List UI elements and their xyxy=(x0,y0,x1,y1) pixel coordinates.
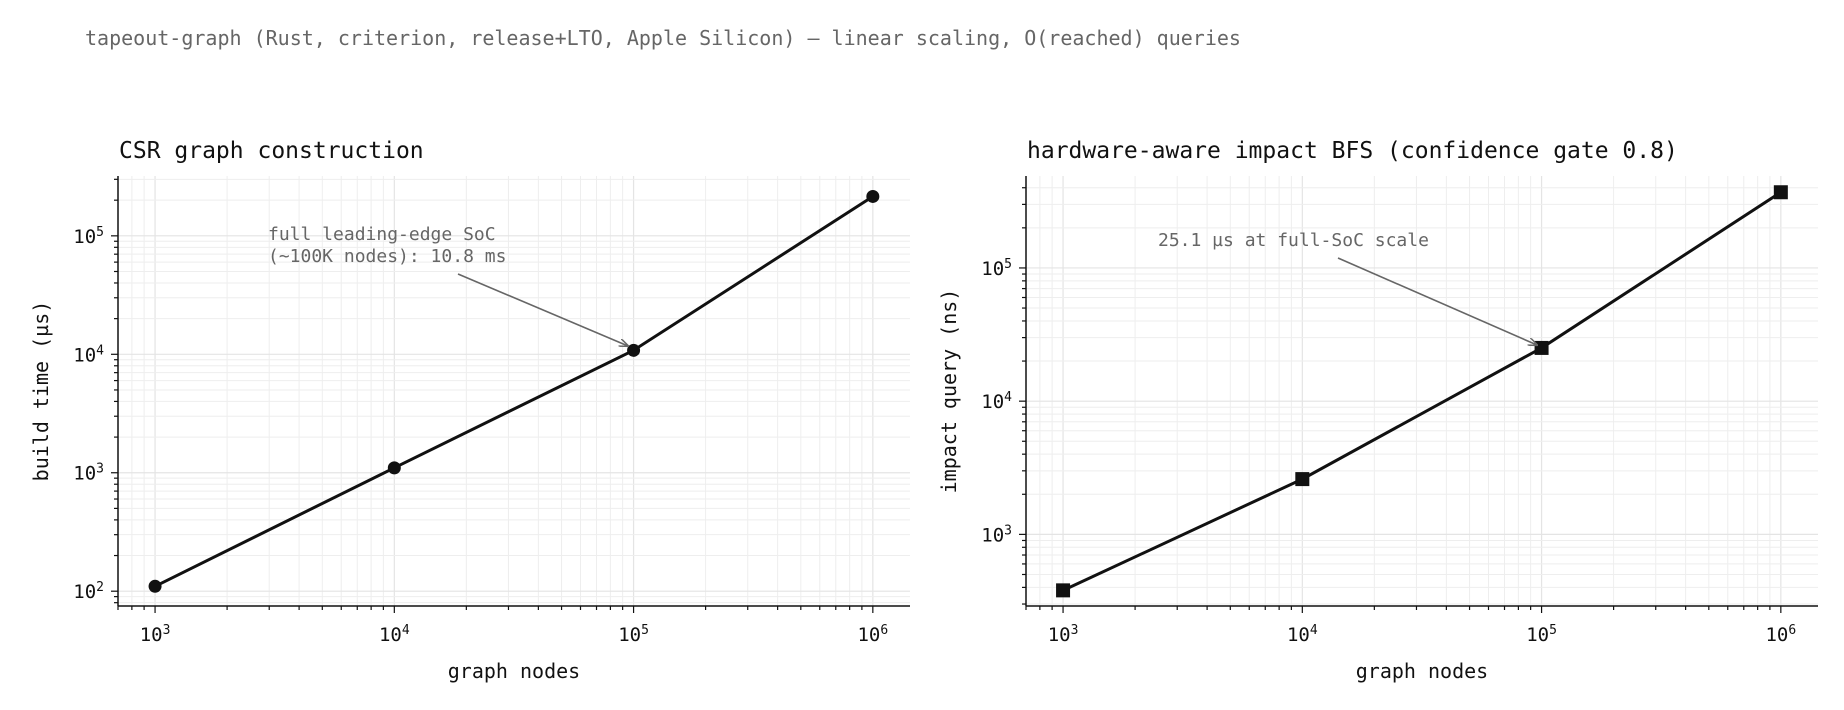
chart-panel-impact-query: 103 104 105 106 103 104 105 hardware-aware impa… xyxy=(937,138,1818,683)
chart-panel-build-time: 103 104 105 106 102 103 104 105 CSR graph constr… xyxy=(29,138,910,683)
y-axis-label: build time (µs) xyxy=(29,301,53,482)
data-point xyxy=(387,461,401,475)
y-tick-label: 103 xyxy=(73,461,104,485)
y-tick-label: 104 xyxy=(73,343,104,367)
figure-title: tapeout-graph (Rust, criterion, release+… xyxy=(85,26,1241,50)
data-point xyxy=(1295,472,1310,487)
y-tick-label: 103 xyxy=(981,523,1012,547)
y-axis-label: impact query (ns) xyxy=(937,289,961,494)
x-tick-label: 104 xyxy=(379,623,410,647)
grid xyxy=(1025,176,1818,606)
y-tick-label: 105 xyxy=(981,256,1012,280)
x-axis-label: graph nodes xyxy=(1356,659,1488,683)
x-tick-label: 103 xyxy=(140,623,171,647)
x-tick-label: 105 xyxy=(618,623,649,647)
grid xyxy=(117,176,910,606)
annotation-arrow xyxy=(457,273,628,346)
y-tick-label: 104 xyxy=(981,390,1012,414)
data-point xyxy=(1534,340,1549,355)
data-point xyxy=(627,343,641,357)
annotation-arrow xyxy=(1337,257,1537,345)
data-point xyxy=(1773,185,1788,200)
x-tick-label: 106 xyxy=(857,623,888,647)
data-point xyxy=(1056,583,1071,598)
x-tick-label: 105 xyxy=(1526,623,1557,647)
y-tick-label: 105 xyxy=(73,224,104,248)
data-point xyxy=(866,189,880,203)
panel-title: hardware-aware impact BFS (confidence ga… xyxy=(1027,138,1678,164)
x-axis-label: graph nodes xyxy=(448,659,580,683)
series-line xyxy=(1062,191,1782,592)
series-line xyxy=(154,195,874,588)
annotation-text: full leading-edge SoC (~100K nodes): 10.8… xyxy=(268,224,506,267)
y-tick-label: 102 xyxy=(73,580,104,604)
data-point xyxy=(148,579,162,593)
x-tick-label: 106 xyxy=(1765,623,1796,647)
x-tick-label: 104 xyxy=(1287,623,1318,647)
panel-title: CSR graph construction xyxy=(119,138,424,164)
x-tick-label: 103 xyxy=(1048,623,1079,647)
annotation-text: 25.1 µs at full-SoC scale xyxy=(1158,230,1429,251)
